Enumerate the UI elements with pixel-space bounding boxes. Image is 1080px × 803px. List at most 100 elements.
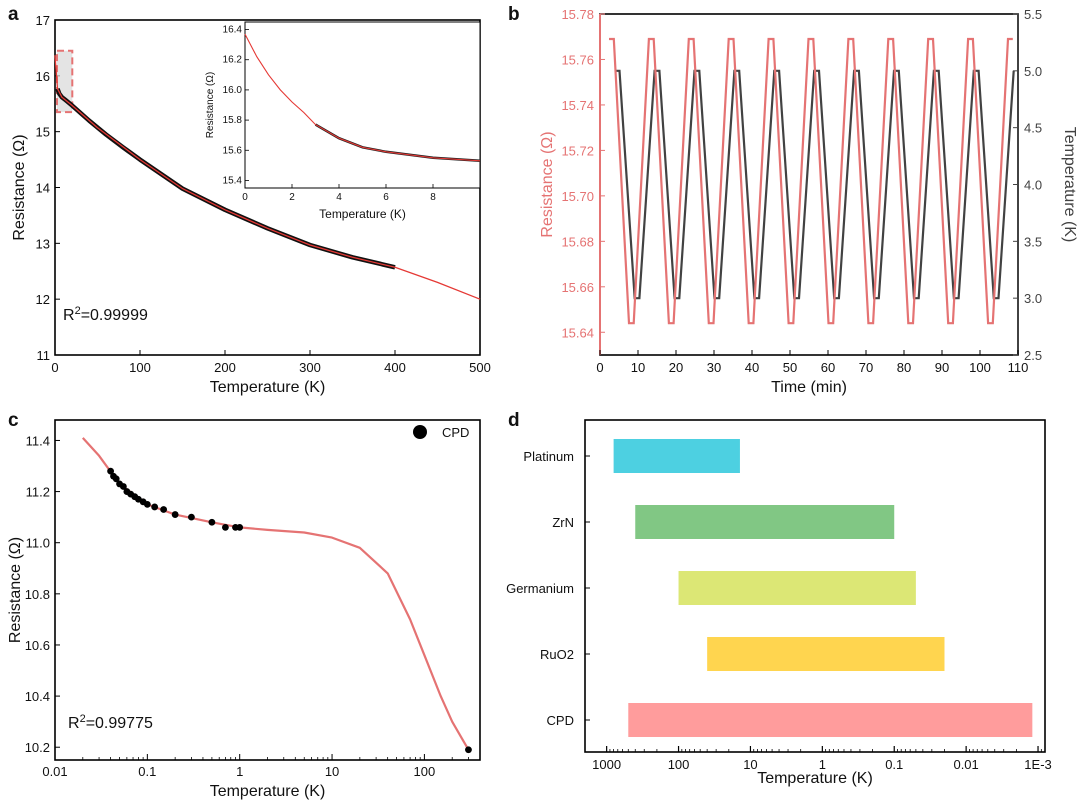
x-tick-label-b: 110 (1008, 360, 1029, 375)
data-point-c (151, 503, 159, 511)
y-right-axis-label-b: Temperature (K) (1061, 127, 1078, 243)
y-axis-label-a: Resistance (Ω) (11, 134, 28, 240)
y-right-tick-label-b: 5.5 (1024, 7, 1042, 22)
fit-line-c (81, 437, 470, 751)
y-right-tick-label-b: 3.5 (1024, 234, 1042, 249)
temperature-series-b (614, 69, 1015, 300)
y-left-tick-label-b: 15.66 (561, 280, 594, 295)
x-tick-label-b: 80 (897, 360, 911, 375)
x-axis-label-d: Temperature (K) (757, 770, 873, 787)
y-left-tick-label-b: 15.70 (561, 189, 594, 204)
y-tick-label-a: 17 (36, 13, 50, 28)
data-point-c (112, 475, 120, 483)
bar-cpd (628, 703, 1033, 737)
x-tick-label-d: 1 (819, 757, 826, 772)
x-tick-label-c: 1 (236, 764, 243, 779)
x-tick-label-b: 0 (596, 360, 603, 375)
bar-platinum (613, 439, 740, 473)
y-tick-label-c: 11.4 (26, 433, 50, 448)
x-tick-label-c: 0.1 (138, 764, 156, 779)
y-axis-label-c: Resistance (Ω) (7, 537, 24, 643)
y-left-tick-label-b: 15.78 (561, 7, 594, 22)
x-tick-label-c: 10 (325, 764, 339, 779)
inset-x-tick-label: 2 (289, 192, 295, 203)
y-tick-label-a: 11 (37, 348, 51, 363)
x-axis-label-c: Temperature (K) (210, 783, 326, 800)
category-label-cpd: CPD (547, 713, 574, 728)
data-point-c (221, 523, 229, 531)
y-right-tick-label-b: 4.5 (1024, 121, 1042, 136)
data-point-c (143, 500, 151, 508)
x-tick-label-a: 500 (469, 360, 491, 375)
bar-zrn (635, 505, 895, 539)
x-tick-label-a: 300 (299, 360, 321, 375)
data-point-c (119, 483, 127, 490)
resistance-series-b (609, 37, 1013, 325)
inset-y-tick-label: 15.6 (223, 145, 243, 156)
panel-label-a: a (8, 4, 19, 25)
x-tick-label-b: 60 (821, 360, 835, 375)
data-point-c (107, 467, 115, 475)
x-tick-label-b: 30 (707, 360, 721, 375)
y-right-tick-label-b: 3.0 (1024, 291, 1042, 306)
inset-y-tick-label: 16.2 (223, 55, 243, 66)
x-axis-label-a: Temperature (K) (210, 379, 326, 396)
y-tick-label-c: 11.2 (26, 485, 50, 500)
category-label-germanium: Germanium (506, 581, 574, 596)
y-tick-label-c: 11.0 (26, 536, 50, 551)
y-left-tick-label-b: 15.64 (561, 325, 594, 340)
panel-label-b: b (508, 4, 520, 25)
legend-label-c: CPD (442, 425, 469, 440)
x-axis-label-b: Time (min) (771, 379, 847, 396)
x-tick-label-a: 100 (129, 360, 151, 375)
panel-c: 0.01 0.1 1 10 100 10.2 10.4 10.6 10.8 11.0 11.2 11.… (7, 410, 481, 800)
r-squared-c: R2=0.99775 (68, 713, 153, 732)
bar-germanium (678, 571, 916, 605)
inset-y-tick-label: 15.8 (223, 115, 243, 126)
x-tick-label-b: 90 (935, 360, 949, 375)
inset-y-tick-label: 15.4 (223, 175, 243, 186)
x-tick-label-d: 100 (668, 757, 690, 772)
inset-x-tick-label: 0 (242, 192, 248, 203)
category-label-ruo2: RuO2 (540, 647, 574, 662)
legend-marker-c (413, 425, 427, 439)
y-left-tick-label-b: 15.74 (561, 98, 594, 113)
inset-x-tick-label: 6 (383, 192, 389, 203)
x-tick-label-c: 100 (414, 764, 436, 779)
x-tick-label-b: 50 (783, 360, 797, 375)
panel-label-c: c (8, 410, 19, 431)
y-tick-label-a: 13 (36, 236, 50, 251)
y-right-tick-label-b: 4.0 (1024, 178, 1042, 193)
y-tick-label-a: 12 (36, 292, 50, 307)
panel-b: 0 10 20 30 40 50 60 70 80 90 100 110 15.64 15.66 15.68… (508, 4, 1078, 396)
inset-x-tick-label: 4 (336, 192, 342, 203)
panel-a: 0 100 200 300 400 500 11 12 13 14 15 16 17 Temperatur… (8, 4, 491, 396)
x-tick-label-a: 0 (51, 360, 58, 375)
x-tick-label-d: 10 (743, 757, 757, 772)
panel-d: 1000 100 10 1 0.1 0.01 1E-3 Temperature (K) d Pla… (506, 410, 1052, 787)
category-label-zrn: ZrN (552, 515, 574, 530)
x-tick-label-d: 1E-3 (1024, 757, 1051, 772)
data-point-c (188, 513, 195, 521)
r-squared-a: R2=0.99999 (63, 305, 148, 324)
y-right-tick-label-b: 2.5 (1024, 348, 1042, 363)
x-tick-label-d: 0.01 (953, 757, 978, 772)
data-point-c (171, 511, 179, 518)
y-tick-label-c: 10.2 (25, 740, 50, 755)
plot-frame-b (599, 13, 1019, 356)
plot-frame-d (584, 419, 1046, 753)
data-point-c (160, 506, 168, 513)
x-tick-label-a: 200 (214, 360, 236, 375)
fit-line-a (54, 55, 481, 300)
data-point-c (236, 523, 244, 531)
x-tick-label-c: 0.01 (42, 764, 67, 779)
inset-x-tick-label: 8 (430, 192, 436, 203)
y-tick-label-a: 14 (36, 181, 50, 196)
x-tick-label-b: 70 (859, 360, 873, 375)
x-tick-label-b: 10 (631, 360, 645, 375)
category-label-platinum: Platinum (523, 449, 574, 464)
data-point-c (465, 746, 472, 754)
y-left-axis-label-b: Resistance (Ω) (539, 131, 556, 237)
y-tick-label-a: 16 (36, 69, 50, 84)
